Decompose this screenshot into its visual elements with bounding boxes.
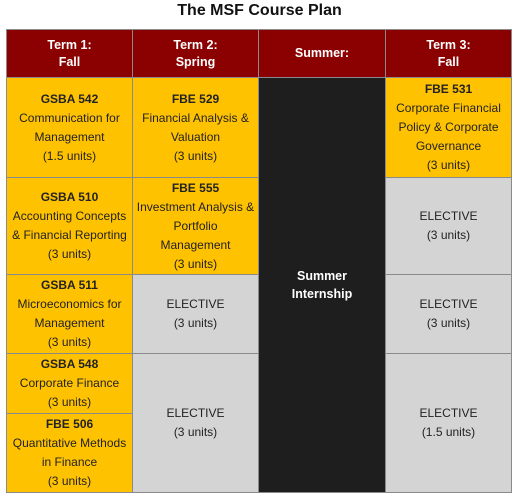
header-term1-label: Term 1:: [47, 37, 92, 52]
course-title-line: in Finance: [41, 455, 98, 469]
course-title-line: Corporate Financial: [396, 101, 501, 115]
course-code: FBE 555: [171, 180, 220, 195]
course-code: FBE 529: [171, 91, 220, 106]
header-term2: Term 2: Spring: [132, 29, 259, 78]
elective-units: (3 units): [173, 425, 218, 439]
course-title-line: Valuation: [170, 129, 221, 144]
course-cell-term1-gsba542: GSBA 542 Communication for Management (1…: [6, 77, 133, 178]
course-title-line: Investment Analysis &: [136, 199, 255, 214]
elective-label: ELECTIVE: [166, 297, 225, 311]
elective-units: (3 units): [173, 316, 218, 330]
elective-cell-term3-a: ELECTIVE (3 units): [385, 177, 512, 275]
elective-units: (3 units): [426, 228, 471, 242]
course-units: (3 units): [173, 256, 218, 271]
header-summer: Summer:: [258, 29, 386, 78]
course-code: FBE 531: [424, 82, 473, 96]
header-term3-label: Term 3:: [426, 37, 471, 52]
elective-label: ELECTIVE: [419, 297, 478, 311]
elective-label: ELECTIVE: [419, 209, 478, 223]
course-cell-term2-fbe529: FBE 529 Financial Analysis & Valuation (…: [132, 77, 259, 178]
course-title-line: Communication for: [19, 110, 120, 125]
summer-line: Internship: [291, 287, 353, 301]
header-term1: Term 1: Fall: [6, 29, 133, 78]
course-code: GSBA 542: [40, 91, 99, 106]
course-title-line: Portfolio: [173, 218, 218, 233]
header-term3-season: Fall: [437, 54, 460, 69]
course-units: (3 units): [173, 148, 218, 163]
page-title: The MSF Course Plan: [177, 2, 342, 19]
course-code: GSBA 511: [41, 278, 98, 292]
course-cell-term3-fbe531: FBE 531 Corporate Financial Policy & Cor…: [385, 77, 512, 178]
elective-units: (3 units): [426, 316, 471, 330]
course-cell-term1-gsba510: GSBA 510 Accounting Concepts & Financial…: [6, 177, 133, 275]
elective-label: ELECTIVE: [166, 406, 225, 420]
elective-cell-term2-b: ELECTIVE (3 units): [132, 353, 259, 493]
course-title-line: Financial Analysis &: [142, 110, 249, 125]
course-title-line: Quantitative Methods: [12, 436, 127, 450]
course-cell-term1-fbe506: FBE 506 Quantitative Methods in Finance …: [6, 413, 133, 493]
course-title-line: Corporate Finance: [19, 376, 120, 390]
header-term1-season: Fall: [58, 54, 81, 69]
course-title-line: Accounting Concepts: [12, 209, 127, 223]
course-cell-term1-gsba511: GSBA 511 Microeconomics for Management (…: [6, 274, 133, 354]
course-code: GSBA 510: [40, 190, 99, 204]
summer-line: Summer: [296, 269, 348, 283]
header-term3: Term 3: Fall: [385, 29, 512, 78]
header-summer-label: Summer:: [294, 46, 350, 60]
course-code: FBE 506: [45, 417, 94, 431]
course-units: (3 units): [47, 474, 92, 488]
elective-units: (1.5 units): [421, 425, 476, 439]
course-title-line: Management: [34, 316, 105, 330]
course-title-line: Management: [160, 237, 231, 252]
course-title-line: Policy & Corporate: [398, 120, 499, 134]
elective-label: ELECTIVE: [419, 406, 478, 420]
course-title-line: Microeconomics for: [17, 297, 122, 311]
header-term2-label: Term 2:: [173, 37, 218, 52]
course-units: (3 units): [47, 247, 92, 261]
course-code: GSBA 548: [40, 357, 99, 371]
elective-cell-term3-b: ELECTIVE (3 units): [385, 274, 512, 354]
course-cell-term2-fbe555: FBE 555 Investment Analysis & Portfolio …: [132, 177, 259, 275]
course-title-line: Governance: [415, 139, 482, 153]
elective-cell-term3-c: ELECTIVE (1.5 units): [385, 353, 512, 493]
header-term2-season: Spring: [175, 54, 216, 69]
course-cell-term1-gsba548: GSBA 548 Corporate Finance (3 units): [6, 353, 133, 414]
course-units: (1.5 units): [42, 148, 97, 163]
course-units: (3 units): [47, 395, 92, 409]
course-title-line: & Financial Reporting: [12, 228, 127, 242]
course-title-line: Management: [34, 129, 105, 144]
summer-internship-cell: Summer Internship: [258, 77, 386, 493]
course-units: (3 units): [47, 335, 92, 349]
course-units: (3 units): [426, 158, 471, 172]
elective-cell-term2-a: ELECTIVE (3 units): [132, 274, 259, 354]
